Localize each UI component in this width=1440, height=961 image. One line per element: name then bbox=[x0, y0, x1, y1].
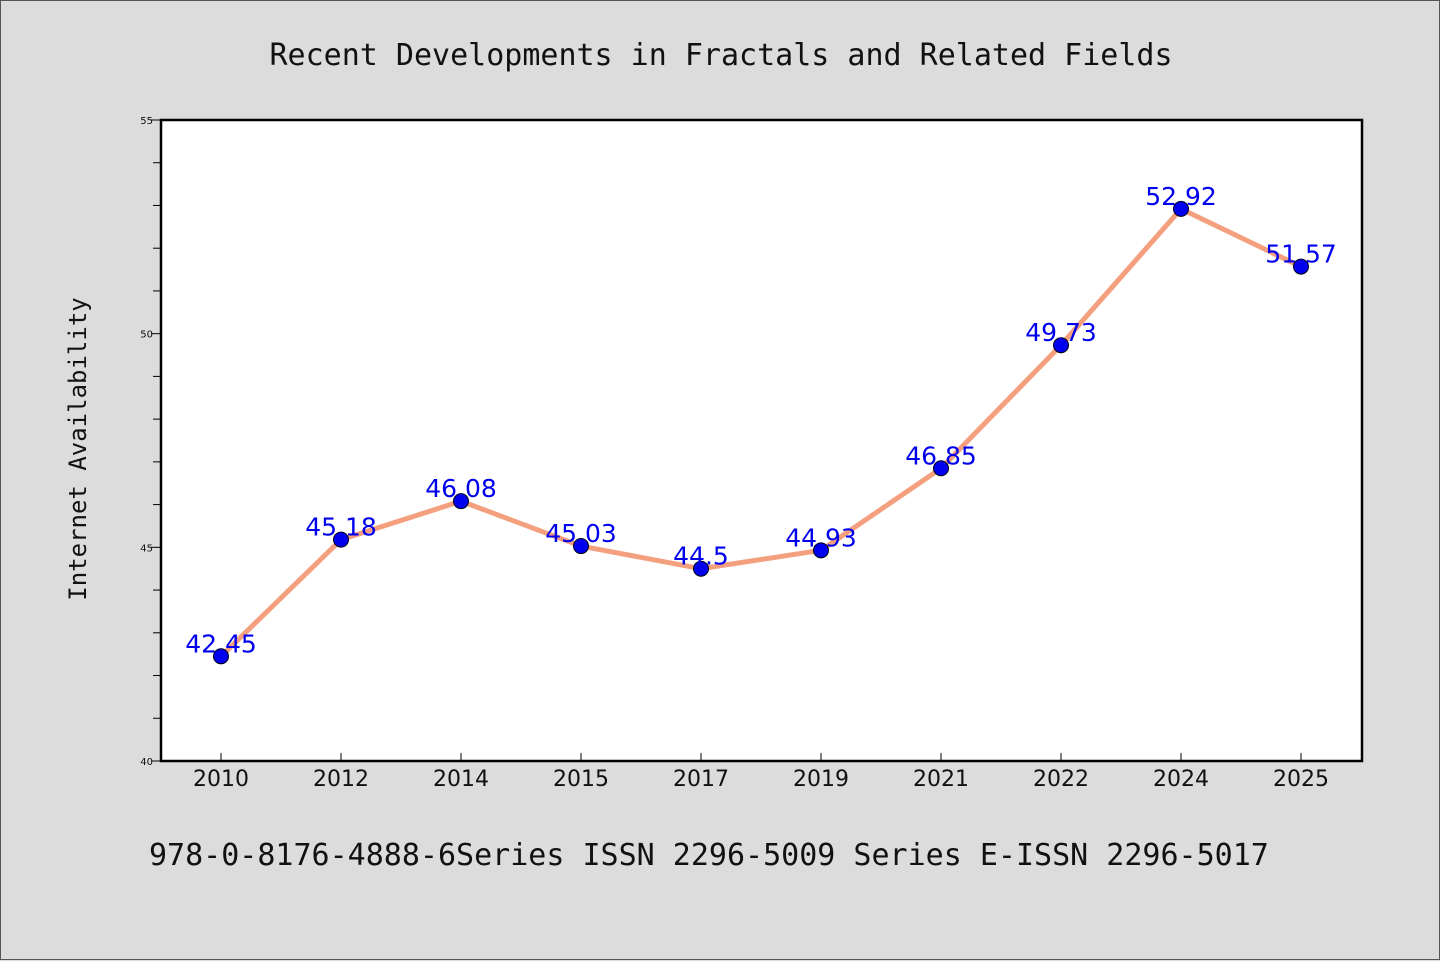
series-line bbox=[218, 206, 1304, 659]
data-label: 52.92 bbox=[1145, 182, 1217, 211]
x-tick-label: 2019 bbox=[793, 767, 849, 792]
data-label: 45.03 bbox=[545, 519, 617, 548]
y-tick-label: 40 bbox=[140, 757, 153, 768]
data-point bbox=[813, 542, 829, 559]
data-point bbox=[1293, 258, 1309, 275]
data-point bbox=[1053, 337, 1069, 354]
x-tick-label: 2017 bbox=[673, 767, 729, 792]
data-point bbox=[573, 538, 589, 555]
plot-border bbox=[159, 118, 1364, 763]
footer-isbn-text: 978-0-8176-4888-6Series ISSN 2296-5009 S… bbox=[149, 838, 1269, 873]
x-tick-label: 2025 bbox=[1273, 767, 1329, 792]
x-tick-label: 2014 bbox=[433, 767, 489, 792]
data-label: 44.93 bbox=[785, 523, 857, 552]
series-layer bbox=[213, 200, 1309, 665]
x-tick-label: 2024 bbox=[1153, 767, 1209, 792]
x-tick-label: 2015 bbox=[553, 767, 609, 792]
x-tick-label: 2010 bbox=[193, 767, 249, 792]
x-tick-label: 2012 bbox=[313, 767, 369, 792]
y-tick-label: 55 bbox=[140, 116, 153, 127]
data-label: 42.45 bbox=[185, 629, 257, 658]
data-point bbox=[693, 560, 709, 577]
data-point bbox=[333, 531, 349, 548]
x-tick-label: 2022 bbox=[1033, 767, 1089, 792]
y-tick-label: 50 bbox=[140, 330, 153, 341]
data-point bbox=[213, 648, 229, 665]
y-axis-label: Internet Availability bbox=[64, 297, 92, 600]
data-label: 46.08 bbox=[425, 474, 497, 503]
x-tick-label: 2021 bbox=[913, 767, 969, 792]
data-label: 45.18 bbox=[305, 513, 377, 542]
data-label: 46.85 bbox=[905, 441, 977, 470]
data-label: 44.5 bbox=[673, 542, 729, 571]
data-label: 49.73 bbox=[1025, 318, 1097, 347]
plot-area bbox=[161, 120, 1362, 761]
data-point bbox=[933, 460, 949, 477]
data-point bbox=[1173, 200, 1189, 217]
y-tick-label: 45 bbox=[140, 543, 153, 554]
data-point bbox=[453, 493, 469, 510]
axis-ticks: 40 45 50 55 2010 2012 2014 2015 2017 2019 2021 2022… bbox=[140, 116, 1329, 792]
data-label: 51.57 bbox=[1265, 240, 1337, 269]
data-labels: 42.45 45.18 46.08 45.03 44.5 44.93 46.85 49.73 5… bbox=[185, 182, 1337, 658]
chart-title: Recent Developments in Fractals and Rela… bbox=[269, 38, 1172, 73]
